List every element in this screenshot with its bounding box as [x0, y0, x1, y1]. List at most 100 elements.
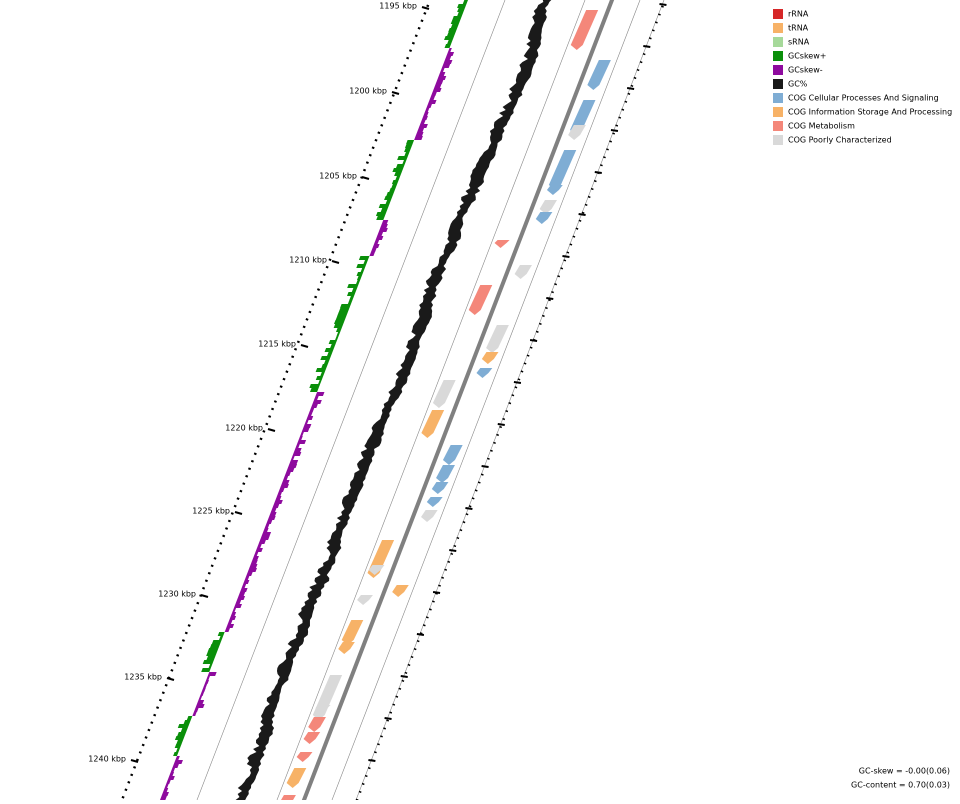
gc-skew-segment [338, 308, 350, 312]
gc-skew-segment [378, 228, 388, 232]
gc-skew-segment [358, 256, 370, 260]
gc-skew-segment [267, 516, 276, 520]
gc-skew-segment [395, 176, 401, 180]
gc-skew-segment [164, 784, 169, 788]
legend-label: COG Information Storage And Processing [788, 108, 952, 117]
feature [296, 752, 313, 762]
gc-skew-segment [444, 56, 452, 60]
gc-skew-segment [434, 84, 442, 88]
gc-skew-segment [229, 616, 237, 620]
outer-tick [562, 255, 570, 258]
gc-skew-segment [384, 196, 393, 200]
gc-skew-segment [333, 320, 345, 324]
gc-skew-segment [287, 464, 298, 468]
feature [486, 325, 509, 353]
legend-label: COG Cellular Processes And Signaling [788, 94, 939, 103]
gc-skew-segment [273, 500, 283, 504]
gc-skew-segment [195, 704, 205, 708]
gc-skew-segment [209, 644, 221, 648]
gc-skew-segment [356, 272, 364, 276]
gc-skew-segment [300, 432, 304, 436]
feature [315, 705, 331, 713]
gc-skew-segment [421, 116, 428, 120]
outer-tick [481, 465, 489, 468]
gc-skew-segment [170, 768, 176, 772]
axis-tick [421, 6, 430, 10]
gc-skew-segment [375, 212, 387, 216]
gc-skew-segment [444, 36, 455, 40]
axis-tick [267, 428, 276, 432]
gc-skew-segment [198, 696, 203, 700]
gc-skew-segment [391, 184, 398, 188]
gc-skew-segment [377, 232, 384, 236]
gc-skew-segment [166, 780, 171, 784]
gc-skew-segment [180, 728, 188, 732]
outer-tick [368, 759, 376, 762]
gc-skew-segment [391, 180, 399, 184]
gc-skew-segment [327, 352, 333, 356]
feature [392, 585, 409, 597]
gc-skew-segment [261, 532, 272, 536]
feature [546, 185, 563, 195]
gc-skew-segment [406, 140, 415, 144]
gc-skew-segment [269, 512, 277, 516]
gc-skew-segment [241, 584, 247, 588]
axis-tick [234, 511, 243, 515]
axis-label: 1200 kbp [349, 87, 387, 96]
gc-skew-segment [206, 652, 217, 656]
gc-skew-segment [206, 656, 216, 660]
gc-skew-segment [427, 100, 437, 104]
outer-tick [643, 45, 651, 48]
gc-skew-segment [320, 372, 325, 376]
gc-skew-segment [450, 20, 461, 24]
feature [476, 368, 493, 378]
gc-skew-segment [173, 760, 183, 764]
outer-tick [400, 675, 408, 678]
legend-label: sRNA [788, 38, 810, 47]
gc-skew-segment [203, 684, 208, 688]
feature [341, 620, 364, 645]
gc-skew-segment [314, 396, 319, 400]
backbone [300, 0, 615, 804]
feature [426, 497, 443, 507]
gc-skew-segment [297, 440, 307, 444]
legend-label: COG Poorly Characterized [788, 136, 892, 145]
outer-tick [529, 339, 538, 342]
gc-skew-segment [328, 340, 338, 344]
feature [587, 60, 611, 90]
gc-skew-segment [286, 468, 295, 472]
gc-skew-segment [447, 40, 453, 44]
outer-tick [659, 3, 667, 6]
gc-skew-segment [336, 332, 341, 336]
gc-skew-segment [447, 32, 456, 36]
legend-swatch [773, 79, 783, 89]
gc-skew-segment [457, 4, 467, 8]
gc-skew-segment [175, 756, 180, 760]
axis-label: 1240 kbp [88, 755, 126, 764]
feature [421, 510, 438, 522]
gc-skew-segment [167, 776, 175, 780]
feature [570, 10, 599, 50]
gc-skew-segment [207, 648, 219, 652]
gc-skew-segment [283, 476, 289, 480]
gc-skew-segment [397, 156, 408, 160]
gc-skew-segment [258, 540, 266, 544]
feature [494, 240, 510, 248]
gc-skew-segment [392, 168, 404, 172]
gc-skew-segment [440, 68, 445, 72]
feature [535, 212, 553, 224]
gc-skew-segment [249, 564, 258, 568]
gc-skew-segment [174, 744, 182, 748]
outer-tick [465, 507, 473, 510]
gc-skew-segment [318, 380, 322, 384]
legend-label: tRNA [788, 24, 809, 33]
gc-skew-segment [208, 664, 213, 668]
gc-skew-segment [309, 384, 321, 388]
gc-skew-segment [186, 716, 193, 720]
gc-skew-segment [347, 284, 359, 288]
axis-label: 1215 kbp [258, 340, 296, 349]
gc-skew-segment [423, 112, 429, 116]
gc-skew-segment [378, 204, 390, 208]
feature [286, 768, 307, 788]
